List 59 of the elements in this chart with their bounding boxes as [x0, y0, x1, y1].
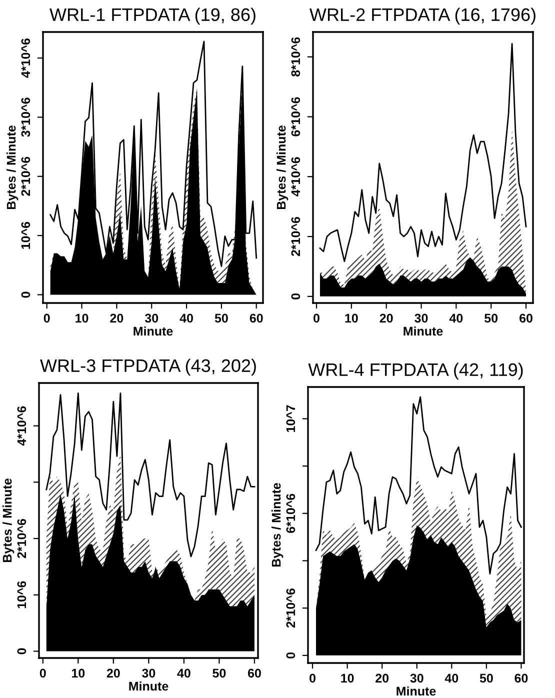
- x-tick-label: 30: [414, 314, 428, 323]
- x-tick-label: 50: [212, 668, 226, 678]
- y-tick-label: 2*10^6: [291, 216, 300, 256]
- y-axis-title: Bytes / Minute: [6, 126, 18, 210]
- y-tick-label: 2*10^6: [21, 156, 30, 196]
- y-tick-label: 6*10^6: [291, 97, 300, 136]
- y-tick-label: 0: [17, 648, 26, 654]
- x-tick-label: 60: [520, 314, 532, 323]
- x-tick-label: 20: [110, 314, 124, 323]
- y-tick-label: 4*10^6: [291, 157, 300, 196]
- x-tick-label: 0: [44, 314, 50, 323]
- x-tick-label: 60: [514, 674, 528, 683]
- x-tick-label: 10: [72, 668, 85, 678]
- line-series: [319, 42, 527, 262]
- y-axis-title: Bytes / Minute: [2, 478, 14, 562]
- y-tick-label: 10^6: [21, 222, 30, 249]
- x-tick-label: 50: [484, 314, 498, 323]
- chart-title: WRL-1 FTPDATA (19, 86): [50, 8, 256, 25]
- x-tick-label: 20: [380, 314, 393, 323]
- x-tick-label: 40: [177, 668, 190, 678]
- y-tick-label: 10^6: [17, 581, 26, 608]
- y-tick-label: 4*10^6: [21, 38, 30, 78]
- chart-title: WRL-3 FTPDATA (43, 202): [40, 358, 256, 376]
- y-tick-label: 2*10^6: [286, 588, 296, 628]
- x-tick-label: 10: [341, 674, 354, 683]
- x-tick-label: 0: [310, 674, 316, 683]
- x-tick-label: 50: [214, 314, 228, 323]
- y-axis-title: Bytes / Minute: [272, 483, 284, 567]
- chart-title: WRL-2 FTPDATA (16, 1796): [310, 8, 536, 25]
- x-axis-title: Minute: [129, 681, 168, 691]
- x-tick-label: 30: [144, 314, 158, 323]
- x-axis-title: Minute: [134, 326, 173, 336]
- y-tick-label: 0: [291, 293, 300, 300]
- x-tick-label: 30: [410, 674, 424, 683]
- x-tick-label: 10: [76, 314, 88, 323]
- x-axis-title: Minute: [396, 686, 436, 696]
- y-tick-label: 8*10^6: [291, 37, 300, 76]
- y-axis-title: Bytes / Minute: [276, 126, 288, 210]
- y-tick-label: 0: [21, 292, 30, 298]
- x-axis-title: Minute: [404, 326, 443, 336]
- y-tick-label: 4*10^6: [17, 406, 26, 446]
- x-tick-label: 40: [180, 314, 193, 323]
- x-tick-label: 0: [314, 314, 320, 323]
- y-tick-label: 6*10^6: [286, 494, 296, 533]
- x-tick-label: 60: [250, 314, 263, 323]
- y-tick-label: 10^7: [286, 405, 296, 432]
- y-tick-label: 2*10^6: [17, 519, 26, 558]
- y-tick-label: 3*10^6: [21, 98, 30, 137]
- x-tick-label: 10: [345, 314, 358, 323]
- x-tick-label: 20: [106, 668, 120, 678]
- x-tick-label: 0: [40, 668, 46, 678]
- x-tick-label: 40: [444, 674, 458, 683]
- x-tick-label: 20: [376, 674, 389, 683]
- chart-title: WRL-4 FTPDATA (42, 119): [308, 362, 523, 380]
- x-tick-label: 50: [480, 674, 493, 683]
- x-tick-label: 40: [449, 314, 463, 323]
- y-tick-label: 0: [286, 652, 296, 658]
- x-tick-label: 30: [142, 668, 156, 678]
- x-tick-label: 60: [248, 668, 261, 678]
